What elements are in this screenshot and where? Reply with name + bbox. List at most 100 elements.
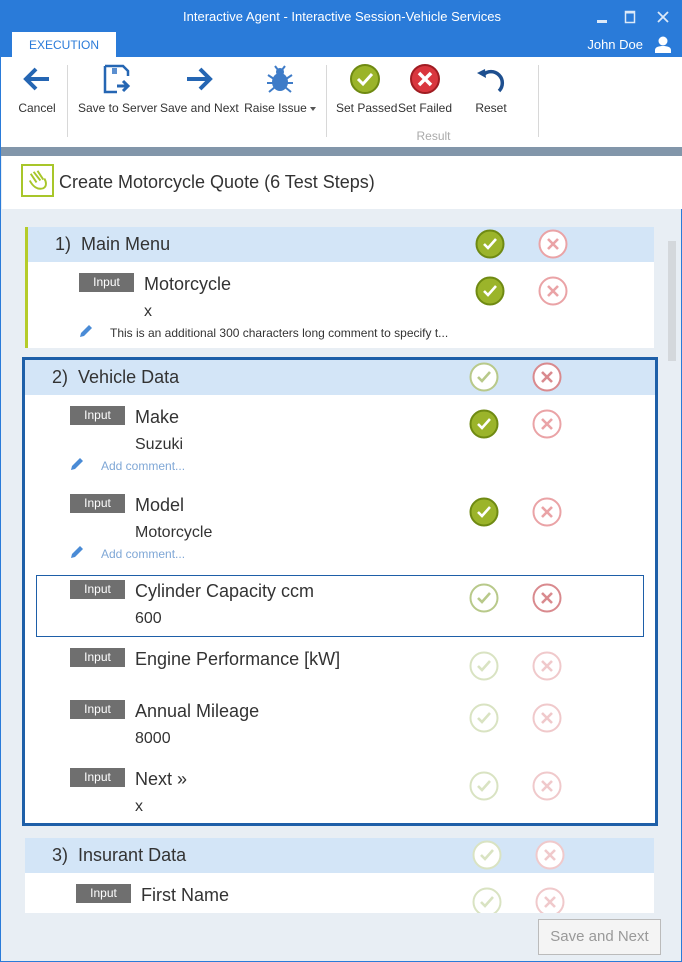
pencil-icon[interactable] — [78, 323, 94, 339]
ribbon: Cancel Save to Server Save and Next Rais… — [1, 57, 682, 147]
step-fail-icon[interactable] — [532, 583, 562, 613]
reset-button[interactable]: Reset — [471, 63, 511, 115]
minimize-icon[interactable] — [595, 10, 609, 24]
divider — [326, 65, 327, 137]
close-icon[interactable] — [656, 10, 670, 24]
arrow-left-icon — [23, 67, 49, 91]
section-fail-icon[interactable] — [532, 362, 562, 392]
step-pass-icon[interactable] — [469, 771, 499, 801]
selected-row-outline — [36, 575, 644, 637]
section-number: 3) — [52, 845, 69, 865]
save-and-next-footer-button[interactable]: Save and Next — [538, 919, 661, 955]
section-number: 1) — [55, 234, 72, 254]
tab-execution[interactable]: EXECUTION — [12, 32, 116, 57]
set-failed-button[interactable]: Set Failed — [398, 63, 452, 115]
check-circle-icon — [350, 64, 380, 94]
input-badge: Input — [70, 494, 125, 513]
section-fail-icon[interactable] — [538, 229, 568, 259]
test-step-row[interactable]: Input Engine Performance [kW] — [25, 637, 655, 689]
testcase-title: Create Motorcycle Quote (6 Test Steps) — [59, 172, 375, 192]
section-header[interactable]: 1) Main Menu — [28, 227, 654, 262]
set-passed-label: Set Passed — [336, 101, 398, 115]
step-comment[interactable]: Add comment... — [101, 547, 186, 561]
step-pass-icon[interactable] — [475, 276, 505, 306]
step-fail-icon[interactable] — [532, 409, 562, 439]
test-step-row[interactable]: Input Annual Mileage 8000 — [25, 689, 655, 757]
raise-issue-label: Raise Issue — [244, 101, 307, 115]
step-value: x — [135, 798, 143, 815]
step-title: Engine Performance [kW] — [135, 649, 341, 669]
save-to-server-label: Save to Server — [78, 101, 158, 115]
dropdown-caret-icon[interactable] — [309, 106, 316, 111]
test-step-section: 3) Insurant Data Input First Name — [25, 838, 654, 913]
step-title: Model — [135, 495, 185, 515]
step-value: x — [144, 303, 152, 320]
section-name: Main Menu — [81, 234, 171, 254]
section-pass-icon[interactable] — [472, 840, 502, 870]
step-pass-icon[interactable] — [469, 651, 499, 681]
test-step-row[interactable]: Input Make Suzuki Add comment... — [25, 395, 655, 483]
test-step-row[interactable]: Input Cylinder Capacity ccm 600 — [25, 571, 655, 637]
set-failed-label: Set Failed — [398, 101, 453, 115]
save-and-next-label: Save and Next — [160, 101, 239, 115]
step-fail-icon[interactable] — [538, 276, 568, 306]
input-badge: Input — [70, 648, 125, 667]
test-step-section: 1) Main Menu Input Motorcycle x This is an a… — [25, 227, 654, 348]
test-step-row[interactable]: Input First Name — [25, 873, 654, 913]
save-to-server-button[interactable]: Save to Server — [78, 63, 158, 115]
set-passed-button[interactable]: Set Passed — [336, 63, 398, 115]
section-pass-icon[interactable] — [475, 229, 505, 259]
window-title: Interactive Agent - Interactive Session-… — [183, 9, 501, 24]
step-value: Motorcycle — [135, 524, 213, 541]
pencil-icon[interactable] — [69, 456, 85, 472]
step-pass-icon[interactable] — [469, 409, 499, 439]
section-title: 3) Insurant Data — [52, 838, 186, 873]
section-fail-icon[interactable] — [535, 840, 565, 870]
step-comment[interactable]: Add comment... — [101, 459, 186, 473]
input-badge: Input — [76, 884, 131, 903]
tab-row: EXECUTION John Doe — [1, 32, 682, 57]
maximize-icon[interactable] — [623, 10, 637, 24]
input-badge: Input — [70, 580, 125, 599]
test-step-row[interactable]: Input Motorcycle x This is an additional 30… — [28, 262, 654, 348]
hand-pointer-icon — [21, 164, 54, 197]
step-comment[interactable]: This is an additional 300 characters lon… — [110, 326, 449, 340]
step-fail-icon[interactable] — [532, 497, 562, 527]
scrollbar[interactable] — [665, 227, 679, 913]
input-badge: Input — [70, 768, 125, 787]
section-title: 1) Main Menu — [55, 227, 170, 262]
save-icon — [103, 64, 131, 94]
step-title: First Name — [141, 885, 230, 905]
test-step-row[interactable]: Input Model Motorcycle Add comment... — [25, 483, 655, 571]
step-fail-icon[interactable] — [532, 703, 562, 733]
step-pass-icon[interactable] — [469, 497, 499, 527]
divider — [67, 65, 68, 137]
step-fail-icon[interactable] — [535, 887, 565, 913]
raise-issue-button[interactable]: Raise Issue — [243, 63, 317, 115]
user-icon[interactable] — [655, 36, 671, 53]
save-and-next-button[interactable]: Save and Next — [160, 63, 239, 115]
step-title: Make — [135, 407, 180, 427]
step-title: Motorcycle — [144, 274, 232, 294]
scrollbar-thumb[interactable] — [668, 241, 676, 361]
section-header[interactable]: 3) Insurant Data — [25, 838, 654, 873]
title-bar: Interactive Agent - Interactive Session-… — [1, 1, 682, 32]
step-fail-icon[interactable] — [532, 771, 562, 801]
section-pass-icon[interactable] — [469, 362, 499, 392]
test-steps-list: 1) Main Menu Input Motorcycle x This is an a… — [1, 209, 663, 913]
step-pass-icon[interactable] — [469, 703, 499, 733]
step-title: Cylinder Capacity ccm — [135, 581, 315, 601]
step-value: 600 — [135, 610, 162, 627]
step-pass-icon[interactable] — [472, 887, 502, 913]
pencil-icon[interactable] — [69, 544, 85, 560]
section-header[interactable]: 2) Vehicle Data — [25, 360, 655, 395]
step-value: 8000 — [135, 730, 171, 747]
step-pass-icon[interactable] — [469, 583, 499, 613]
cancel-button[interactable]: Cancel — [16, 63, 58, 115]
step-fail-icon[interactable] — [532, 651, 562, 681]
user-name[interactable]: John Doe — [587, 37, 643, 52]
section-title: 2) Vehicle Data — [52, 360, 179, 395]
input-badge: Input — [70, 406, 125, 425]
test-step-row[interactable]: Input Next » x — [25, 757, 655, 823]
